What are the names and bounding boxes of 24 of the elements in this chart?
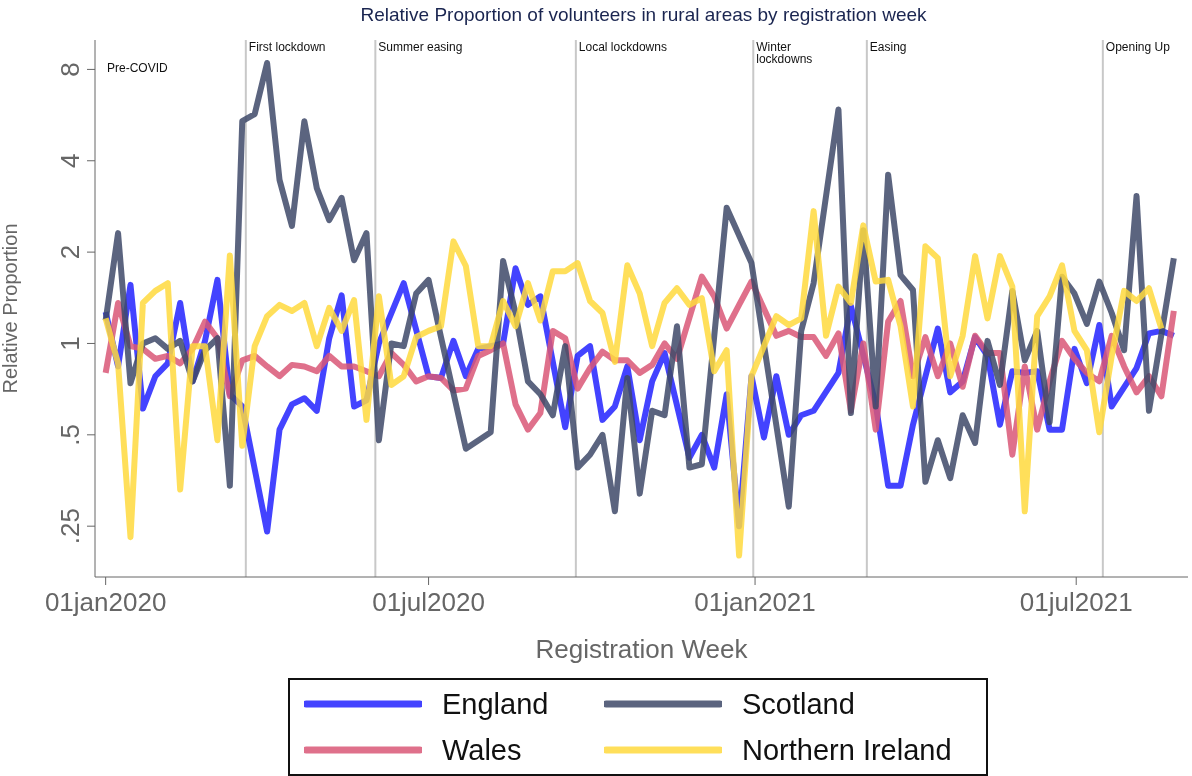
y-tick-label: 8 (55, 62, 85, 77)
legend-label: England (442, 687, 549, 721)
ref-line-label: First lockdown (248, 40, 326, 54)
chart-title: Relative Proportion of volunteers in rural areas by registration week (359, 4, 928, 27)
x-tick-label: 01jul2021 (1019, 587, 1133, 617)
y-tick-label: 2 (55, 244, 85, 260)
legend-label: Wales (442, 733, 522, 767)
y-tick-label: 4 (55, 153, 85, 168)
x-tick-label: 01jan2021 (694, 587, 816, 617)
y-tick-label: 1 (55, 336, 85, 351)
x-tick-label: 01jul2020 (372, 587, 485, 617)
ref-line-label: Easing (869, 40, 907, 54)
x-tick-label: 01jan2020 (44, 587, 167, 617)
ref-line-label: Opening Up (1105, 40, 1171, 54)
annotation: Pre-COVID (107, 61, 168, 75)
y-tick-label: .5 (55, 423, 85, 446)
ref-line-label: Winter lockdowns (756, 40, 813, 66)
legend-label: Northern Ireland (742, 733, 952, 767)
x-axis-title: Registration Week (535, 634, 749, 664)
ref-line-label: Local lockdowns (578, 40, 667, 54)
ref-line-label: Summer easing (378, 40, 463, 54)
y-tick-label: .25 (55, 508, 85, 545)
y-axis-title: Relative Proportion (0, 223, 22, 394)
legend-label: Scotland (742, 687, 855, 721)
